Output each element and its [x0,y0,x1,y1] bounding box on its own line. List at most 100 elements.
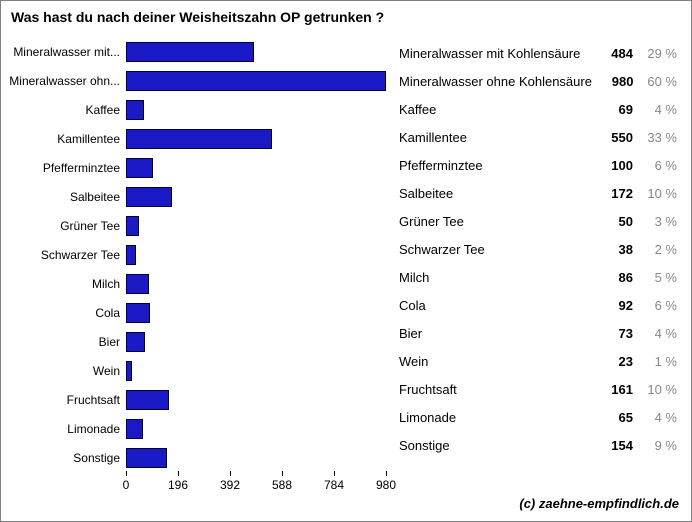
item-percent: 2 % [633,242,677,257]
item-percent: 60 % [633,74,677,89]
bar-label: Mineralwasser ohn... [1,74,126,88]
tick-label: 980 [376,478,396,492]
bar-label: Wein [1,364,126,378]
item-count: 69 [591,102,633,117]
item-percent: 33 % [633,130,677,145]
table-row: Fruchtsaft16110 % [399,375,677,403]
bar-row: Salbeitee [1,182,396,211]
data-table: Mineralwasser mit Kohlensäure48429 % Mine… [399,39,677,459]
table-row: Kamillentee55033 % [399,123,677,151]
item-percent: 4 % [633,326,677,341]
bar-label: Cola [1,306,126,320]
bar-track [126,71,386,91]
bar-row: Kaffee [1,95,396,124]
item-name: Mineralwasser ohne Kohlensäure [399,74,592,89]
bar [126,274,149,294]
table-row: Milch865 % [399,263,677,291]
bar-track [126,274,386,294]
bar-row: Limonade [1,414,396,443]
item-percent: 6 % [633,298,677,313]
bar-track [126,332,386,352]
bar-label: Kaffee [1,103,126,117]
bar-label: Kamillentee [1,132,126,146]
bar-track [126,448,386,468]
bar-track [126,129,386,149]
table-row: Mineralwasser ohne Kohlensäure98060 % [399,67,677,95]
item-count: 980 [592,74,634,89]
item-count: 100 [591,158,633,173]
item-count: 23 [591,354,633,369]
bar [126,158,153,178]
chart-title: Was hast du nach deiner Weisheitszahn OP… [11,9,384,25]
bar-label: Salbeitee [1,190,126,204]
credit-text: (c) zaehne-empfindlich.de [519,496,679,511]
bar-row: Fruchtsaft [1,385,396,414]
bar-row: Kamillentee [1,124,396,153]
chart-frame: Was hast du nach deiner Weisheitszahn OP… [0,0,692,522]
bar-label: Limonade [1,422,126,436]
bar-label: Milch [1,277,126,291]
bar-label: Pfefferminztee [1,161,126,175]
item-percent: 5 % [633,270,677,285]
bar-track [126,158,386,178]
bar [126,390,169,410]
bar-row: Mineralwasser mit... [1,37,396,66]
item-count: 550 [591,130,633,145]
item-count: 86 [591,270,633,285]
item-name: Wein [399,354,591,369]
tick-mark [334,471,335,476]
bar-label: Sonstige [1,451,126,465]
bar [126,71,386,91]
tick-mark [178,471,179,476]
tick-label: 588 [272,478,292,492]
item-count: 50 [591,214,633,229]
item-count: 38 [591,242,633,257]
bar-row: Cola [1,298,396,327]
tick-mark [230,471,231,476]
item-name: Salbeitee [399,186,591,201]
bar-track [126,42,386,62]
item-name: Mineralwasser mit Kohlensäure [399,46,591,61]
item-name: Bier [399,326,591,341]
item-name: Pfefferminztee [399,158,591,173]
item-percent: 10 % [633,186,677,201]
table-row: Wein231 % [399,347,677,375]
item-percent: 3 % [633,214,677,229]
tick-mark [126,471,127,476]
item-count: 172 [591,186,633,201]
bar [126,100,144,120]
bar-label: Grüner Tee [1,219,126,233]
table-row: Salbeitee17210 % [399,179,677,207]
item-count: 484 [591,46,633,61]
bar-row: Pfefferminztee [1,153,396,182]
table-row: Bier734 % [399,319,677,347]
item-name: Cola [399,298,591,313]
bar-row: Sonstige [1,443,396,472]
bar-track [126,361,386,381]
item-name: Milch [399,270,591,285]
bar [126,448,167,468]
table-row: Limonade654 % [399,403,677,431]
bar-track [126,419,386,439]
bar-row: Grüner Tee [1,211,396,240]
tick-mark [282,471,283,476]
item-count: 154 [591,438,633,453]
item-name: Kaffee [399,102,591,117]
x-axis: 0196392588784980 [126,474,386,499]
item-count: 73 [591,326,633,341]
table-row: Kaffee694 % [399,95,677,123]
bar [126,303,150,323]
bar [126,42,254,62]
bar-track [126,303,386,323]
item-percent: 29 % [633,46,677,61]
bar-row: Bier [1,327,396,356]
item-percent: 10 % [633,382,677,397]
bar [126,332,145,352]
item-percent: 1 % [633,354,677,369]
bar-track [126,216,386,236]
table-row: Schwarzer Tee382 % [399,235,677,263]
item-count: 65 [591,410,633,425]
bar-label: Fruchtsaft [1,393,126,407]
table-row: Sonstige1549 % [399,431,677,459]
bar [126,361,132,381]
